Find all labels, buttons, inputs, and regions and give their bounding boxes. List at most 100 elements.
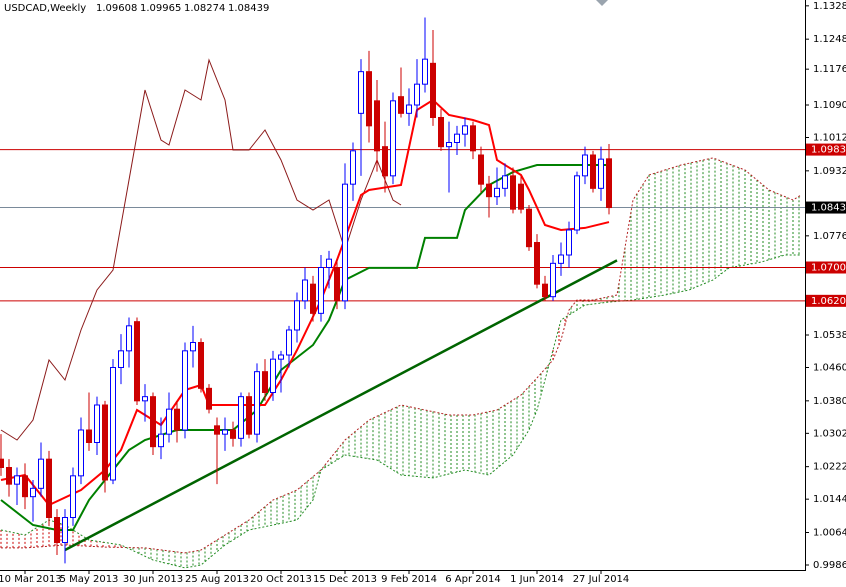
candle-body xyxy=(598,158,604,189)
candle-body xyxy=(78,429,84,477)
candle-body xyxy=(318,267,324,314)
level-label-box xyxy=(806,261,846,274)
y-tick-label: 1.07760 xyxy=(813,231,846,242)
y-tick-label: 1.04600 xyxy=(813,363,846,374)
candle-body xyxy=(566,229,572,256)
level-label: 1.06200 xyxy=(811,296,846,307)
candle-body xyxy=(270,358,276,393)
candle-body xyxy=(494,187,500,198)
candle-body xyxy=(326,258,332,268)
candle-body xyxy=(86,429,92,443)
cloud-span xyxy=(0,254,801,569)
candle-body xyxy=(358,71,364,114)
candle-body xyxy=(158,433,164,448)
candle-body xyxy=(46,458,52,518)
candle-body xyxy=(102,404,108,481)
candle-body xyxy=(246,396,252,435)
candle-body xyxy=(286,329,292,356)
level-label-box xyxy=(806,143,846,156)
candle-body xyxy=(94,404,100,443)
candle-body xyxy=(166,408,172,435)
candle-body xyxy=(190,342,196,352)
candle-body xyxy=(238,396,244,439)
candle-body xyxy=(510,175,516,210)
x-tick-label: 5 May 2013 xyxy=(60,574,119,585)
candle-body xyxy=(134,321,140,402)
indicator-line xyxy=(64,259,618,552)
candle-body xyxy=(22,475,28,498)
candle-body xyxy=(142,396,148,402)
ohlc-low: 1.08274 xyxy=(184,3,225,14)
y-tick-label: 1.12480 xyxy=(813,34,846,45)
candle-body xyxy=(198,342,204,389)
y-tick-label: 1.03800 xyxy=(813,396,846,407)
candle-body xyxy=(430,62,436,118)
candle-body xyxy=(38,458,44,489)
y-tick-label: 1.13280 xyxy=(813,1,846,12)
level-label-box xyxy=(806,294,846,307)
level-label: 1.07000 xyxy=(811,263,846,274)
candle-body xyxy=(454,133,460,144)
x-tick-label: 15 Dec 2013 xyxy=(313,574,377,585)
candle-body xyxy=(502,175,508,189)
candle-body xyxy=(6,467,12,485)
x-tick-label: 10 Mar 2013 xyxy=(0,574,62,585)
x-tick-label: 20 Oct 2013 xyxy=(250,574,312,585)
price-label: 1.08439 xyxy=(811,203,846,214)
candle-body xyxy=(558,254,564,264)
candle-body xyxy=(590,154,596,189)
ohlc-close: 1.08439 xyxy=(228,3,269,14)
candle-body xyxy=(278,354,284,360)
candle-body xyxy=(294,300,300,331)
shift-marker xyxy=(596,0,608,6)
candle-body xyxy=(518,183,524,210)
candle-body xyxy=(0,458,4,468)
candle-body xyxy=(550,262,556,298)
plot-area xyxy=(0,17,805,569)
y-tick-label: 1.02220 xyxy=(813,462,846,473)
candle-body xyxy=(126,325,132,352)
candle-body xyxy=(582,154,588,177)
candle-body xyxy=(606,158,612,209)
candle-body xyxy=(422,58,428,85)
candle-body xyxy=(462,125,468,135)
y-tick-label: 1.01440 xyxy=(813,494,846,505)
candle-body xyxy=(310,283,316,314)
candle-body xyxy=(222,429,228,435)
y-tick-label: 1.03020 xyxy=(813,428,846,439)
x-tick-label: 1 Jun 2014 xyxy=(510,574,564,585)
candle-body xyxy=(182,350,188,431)
candle-body xyxy=(478,154,484,185)
candle-body xyxy=(406,104,412,114)
candle-body xyxy=(62,517,68,543)
candle-body xyxy=(206,387,212,410)
candle-body xyxy=(254,371,260,435)
x-tick-label: 9 Feb 2014 xyxy=(381,574,437,585)
candle-body xyxy=(398,96,404,114)
y-tick-label: 0.99860 xyxy=(813,560,846,571)
candle-body xyxy=(526,208,532,248)
candle-body xyxy=(70,475,76,519)
candle-body xyxy=(374,100,380,152)
candle-body xyxy=(118,350,124,369)
candle-body xyxy=(214,425,220,435)
candle-body xyxy=(350,150,356,185)
indicator-line xyxy=(0,58,402,441)
ohlc-open: 1.09608 xyxy=(96,3,137,14)
candle-body xyxy=(414,83,420,106)
x-tick-label: 6 Apr 2014 xyxy=(445,574,500,585)
y-tick-label: 1.05380 xyxy=(813,330,846,341)
candle-body xyxy=(382,146,388,177)
candle-body xyxy=(542,283,548,298)
candle-body xyxy=(390,100,396,177)
candle-body xyxy=(110,367,116,481)
candle-body xyxy=(574,175,580,231)
y-tick-label: 1.09320 xyxy=(813,166,846,177)
candle-body xyxy=(262,371,268,393)
x-tick-label: 30 Jun 2013 xyxy=(123,574,183,585)
candle-body xyxy=(534,242,540,285)
